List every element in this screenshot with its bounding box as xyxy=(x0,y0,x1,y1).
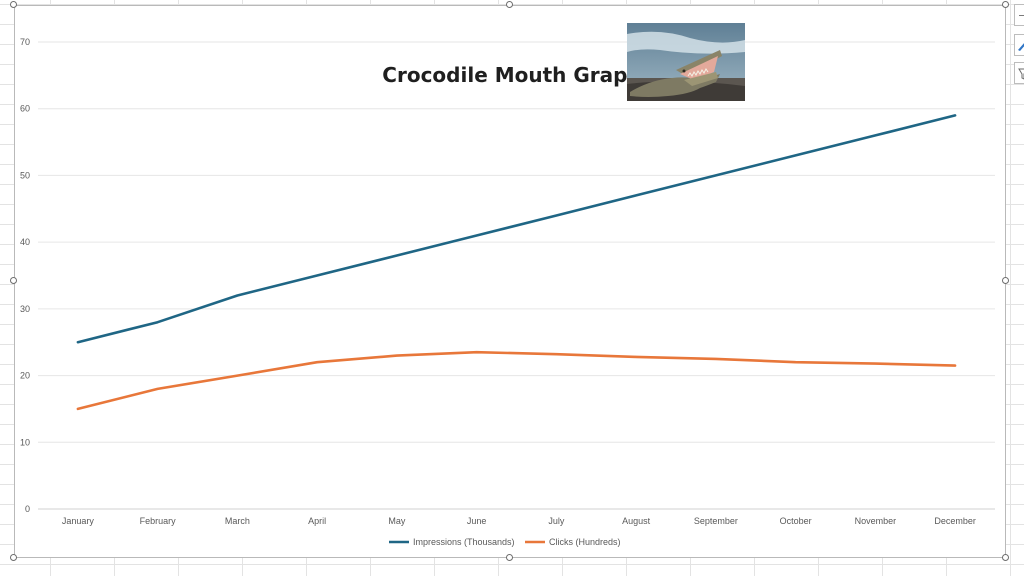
series-line-2[interactable] xyxy=(76,350,957,411)
y-tick-label: 40 xyxy=(20,237,30,247)
x-tick-label: August xyxy=(622,516,651,526)
y-tick-label: 50 xyxy=(20,170,30,180)
x-tick-label: February xyxy=(140,516,177,526)
chart-elements-icon xyxy=(1019,15,1024,16)
y-tick-label: 70 xyxy=(20,37,30,47)
x-axis-tick-labels: January February March April May June July Augu… xyxy=(62,516,976,526)
resize-handle-middle-right[interactable] xyxy=(1002,277,1009,284)
series-line-1[interactable] xyxy=(76,114,957,344)
x-tick-label: January xyxy=(62,516,95,526)
gridlines xyxy=(38,41,995,510)
legend-entry-1[interactable]: Impressions (Thousands) xyxy=(413,537,515,547)
chart-filters-button[interactable] xyxy=(1014,62,1024,84)
chart-elements-button[interactable] xyxy=(1014,4,1024,26)
x-tick-label: November xyxy=(855,516,897,526)
resize-handle-top-center[interactable] xyxy=(506,1,513,8)
x-tick-label: July xyxy=(548,516,565,526)
crocodile-photo[interactable] xyxy=(627,23,745,101)
x-tick-label: April xyxy=(308,516,326,526)
resize-handle-top-left[interactable] xyxy=(10,1,17,8)
chart-title[interactable]: Crocodile Mouth Graph xyxy=(382,63,641,87)
legend: Impressions (Thousands) Clicks (Hundreds) xyxy=(389,537,621,547)
resize-handle-bottom-left[interactable] xyxy=(10,554,17,561)
y-tick-label: 30 xyxy=(20,304,30,314)
y-tick-label: 0 xyxy=(25,504,30,514)
y-axis-tick-labels: 0 10 20 30 40 50 60 70 xyxy=(20,37,30,514)
y-tick-label: 10 xyxy=(20,437,30,447)
chart-styles-button[interactable] xyxy=(1014,34,1024,56)
chart-filters-icon xyxy=(1018,68,1024,80)
x-tick-label: October xyxy=(780,516,812,526)
chart-styles-icon xyxy=(1018,43,1024,51)
series-lines xyxy=(76,114,957,411)
resize-handle-bottom-center[interactable] xyxy=(506,554,513,561)
x-tick-label: September xyxy=(694,516,738,526)
legend-entry-2[interactable]: Clicks (Hundreds) xyxy=(549,537,621,547)
x-tick-label: May xyxy=(388,516,406,526)
y-tick-label: 20 xyxy=(20,371,30,381)
resize-handle-middle-left[interactable] xyxy=(10,277,17,284)
resize-handle-top-right[interactable] xyxy=(1002,1,1009,8)
x-tick-label: December xyxy=(934,516,976,526)
x-tick-label: June xyxy=(467,516,487,526)
x-tick-label: March xyxy=(225,516,250,526)
y-tick-label: 60 xyxy=(20,104,30,114)
chart-area[interactable] xyxy=(14,5,1006,558)
resize-handle-bottom-right[interactable] xyxy=(1002,554,1009,561)
